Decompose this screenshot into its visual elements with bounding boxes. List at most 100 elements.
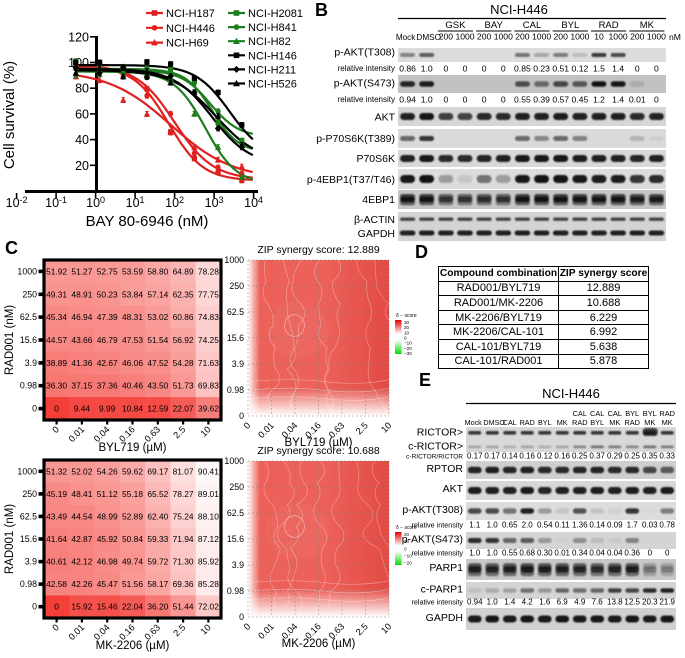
svg-text:15.6: 15.6 <box>227 534 244 544</box>
svg-text:44.57: 44.57 <box>46 335 67 345</box>
svg-text:1.0: 1.0 <box>487 521 499 530</box>
svg-text:0: 0 <box>501 64 506 74</box>
svg-text:51.56: 51.56 <box>122 579 143 589</box>
svg-text:1.6: 1.6 <box>539 598 551 607</box>
svg-text:20: 20 <box>75 159 89 173</box>
svg-text:p-AKT(S473): p-AKT(S473) <box>334 78 395 90</box>
svg-text:54.26: 54.26 <box>97 466 118 476</box>
svg-text:0: 0 <box>482 95 487 105</box>
svg-text:20: 20 <box>404 532 410 537</box>
svg-text:48.41: 48.41 <box>71 489 92 499</box>
svg-text:0.86: 0.86 <box>399 64 416 74</box>
svg-text:1000: 1000 <box>494 32 513 42</box>
svg-text:RAD001 (nM): RAD001 (nM) <box>4 504 16 574</box>
svg-text:102: 102 <box>165 195 184 210</box>
svg-text:48.91: 48.91 <box>71 289 92 299</box>
svg-text:250: 250 <box>229 482 244 492</box>
svg-text:53.84: 53.84 <box>122 289 143 299</box>
svg-text:104: 104 <box>244 195 263 210</box>
svg-text:57.14: 57.14 <box>147 289 168 299</box>
svg-text:10-2: 10-2 <box>6 195 28 210</box>
svg-text:45.92: 45.92 <box>97 534 118 544</box>
svg-text:85.92: 85.92 <box>198 557 219 567</box>
svg-text:CAL: CAL <box>523 20 541 31</box>
svg-text:0.09: 0.09 <box>607 521 623 530</box>
svg-text:1000: 1000 <box>570 32 589 42</box>
svg-text:59.33: 59.33 <box>147 534 168 544</box>
svg-text:0.30: 0.30 <box>537 549 553 558</box>
svg-text:1000: 1000 <box>224 255 244 265</box>
svg-text:0.29: 0.29 <box>607 452 623 461</box>
svg-text:39.62: 39.62 <box>198 404 219 414</box>
svg-text:60.86: 60.86 <box>173 312 194 322</box>
svg-text:51.44: 51.44 <box>173 602 194 612</box>
svg-text:RAD: RAD <box>572 418 588 427</box>
svg-text:2.5: 2.5 <box>171 424 187 440</box>
svg-text:3.9: 3.9 <box>232 560 244 570</box>
svg-text:0.25: 0.25 <box>572 452 588 461</box>
svg-text:BYL719 (µM): BYL719 (µM) <box>99 442 167 454</box>
svg-text:37.36: 37.36 <box>97 381 118 391</box>
svg-text:1.4: 1.4 <box>612 64 624 74</box>
svg-text:0.16: 0.16 <box>519 452 535 461</box>
svg-text:62.5: 62.5 <box>227 307 244 317</box>
svg-text:NCI-H211: NCI-H211 <box>248 64 296 76</box>
svg-text:88.10: 88.10 <box>198 511 219 521</box>
svg-text:51.54: 51.54 <box>147 335 168 345</box>
svg-text:−10: −10 <box>404 341 412 346</box>
svg-text:52.02: 52.02 <box>71 466 92 476</box>
svg-text:GSK: GSK <box>445 20 466 31</box>
svg-text:20: 20 <box>404 325 410 330</box>
svg-text:BAY: BAY <box>485 20 504 31</box>
svg-text:250: 250 <box>229 281 244 291</box>
svg-text:12.5: 12.5 <box>624 598 640 607</box>
svg-text:46.79: 46.79 <box>97 335 118 345</box>
svg-text:10: 10 <box>199 622 213 636</box>
svg-text:RAD: RAD <box>599 20 619 31</box>
svg-text:−10: −10 <box>404 554 412 559</box>
svg-text:BYL: BYL <box>561 20 579 31</box>
svg-text:C: C <box>5 238 18 258</box>
svg-text:0.55: 0.55 <box>514 95 531 105</box>
svg-text:15.46: 15.46 <box>97 602 118 612</box>
svg-text:NCI-H82: NCI-H82 <box>248 36 291 48</box>
svg-text:0: 0 <box>635 64 640 74</box>
svg-text:51.92: 51.92 <box>46 266 67 276</box>
svg-text:10: 10 <box>404 330 410 335</box>
svg-text:0.78: 0.78 <box>659 521 675 530</box>
svg-text:10: 10 <box>379 621 393 635</box>
svg-text:0.98: 0.98 <box>227 586 244 596</box>
svg-text:relative intensity: relative intensity <box>411 521 463 530</box>
svg-text:38.89: 38.89 <box>46 358 67 368</box>
svg-text:BYL: BYL <box>643 409 657 418</box>
svg-text:9.99: 9.99 <box>99 404 116 414</box>
svg-text:12.59: 12.59 <box>147 404 168 414</box>
svg-text:80: 80 <box>75 82 89 96</box>
svg-text:0.16: 0.16 <box>554 452 570 461</box>
svg-text:DMSO: DMSO <box>483 418 505 427</box>
svg-text:51.12: 51.12 <box>97 489 118 499</box>
svg-text:relative intensity: relative intensity <box>411 598 463 607</box>
svg-text:40.46: 40.46 <box>122 381 143 391</box>
svg-text:c-RICTOR>: c-RICTOR> <box>408 441 463 453</box>
svg-text:44.54: 44.54 <box>71 511 92 521</box>
svg-text:49.31: 49.31 <box>46 289 67 299</box>
svg-text:62.5: 62.5 <box>227 508 244 518</box>
svg-text:NCI-H187: NCI-H187 <box>166 8 215 20</box>
svg-text:9.44: 9.44 <box>74 404 91 414</box>
svg-text:0: 0 <box>54 602 59 612</box>
svg-text:0: 0 <box>463 64 468 74</box>
svg-text:90.41: 90.41 <box>198 466 219 476</box>
svg-text:45.47: 45.47 <box>97 579 118 589</box>
svg-text:58.80: 58.80 <box>147 266 168 276</box>
svg-text:48.99: 48.99 <box>97 511 118 521</box>
svg-text:0.68: 0.68 <box>519 549 535 558</box>
svg-text:41.36: 41.36 <box>71 358 92 368</box>
svg-text:69.36: 69.36 <box>173 579 194 589</box>
svg-text:0.94: 0.94 <box>467 598 483 607</box>
svg-text:2.0: 2.0 <box>522 521 534 530</box>
svg-text:46.98: 46.98 <box>97 557 118 567</box>
svg-text:65.52: 65.52 <box>147 489 168 499</box>
svg-text:0: 0 <box>665 549 670 558</box>
svg-text:0.57: 0.57 <box>552 95 569 105</box>
